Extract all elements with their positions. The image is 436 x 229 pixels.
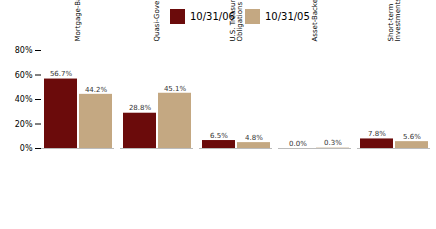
svg-text:Asset-Backed: Asset-Backed xyxy=(311,0,319,42)
svg-text:45.1%: 45.1% xyxy=(164,84,187,92)
svg-text:0.3%: 0.3% xyxy=(324,139,342,147)
svg-text:Mortgage-Backed: Mortgage-Backed xyxy=(74,0,82,42)
svg-text:6.5%: 6.5% xyxy=(210,132,228,140)
svg-text:0%: 0% xyxy=(20,144,33,153)
svg-text:44.2%: 44.2% xyxy=(85,86,108,94)
svg-text:56.7%: 56.7% xyxy=(50,70,73,78)
svg-text:28.8%: 28.8% xyxy=(129,104,152,112)
svg-text:Quasi-Governments*: Quasi-Governments* xyxy=(153,0,161,42)
svg-text:0.0%: 0.0% xyxy=(289,140,307,148)
svg-text:40%: 40% xyxy=(15,95,33,104)
svg-text:U.S. TreasuryObligations: U.S. TreasuryObligations xyxy=(229,0,244,42)
html-text:10/31/05: 10/31/05 xyxy=(264,11,310,22)
svg-text:Short-termInvestments: Short-termInvestments xyxy=(387,0,402,42)
svg-text:60%: 60% xyxy=(15,71,33,80)
svg-text:20%: 20% xyxy=(15,120,33,129)
svg-text:5.6%: 5.6% xyxy=(403,133,421,141)
svg-text:4.8%: 4.8% xyxy=(245,134,263,142)
svg-text:7.8%: 7.8% xyxy=(368,130,386,138)
svg-text:80%: 80% xyxy=(15,46,33,55)
html-text:10/31/06: 10/31/06 xyxy=(190,11,235,22)
